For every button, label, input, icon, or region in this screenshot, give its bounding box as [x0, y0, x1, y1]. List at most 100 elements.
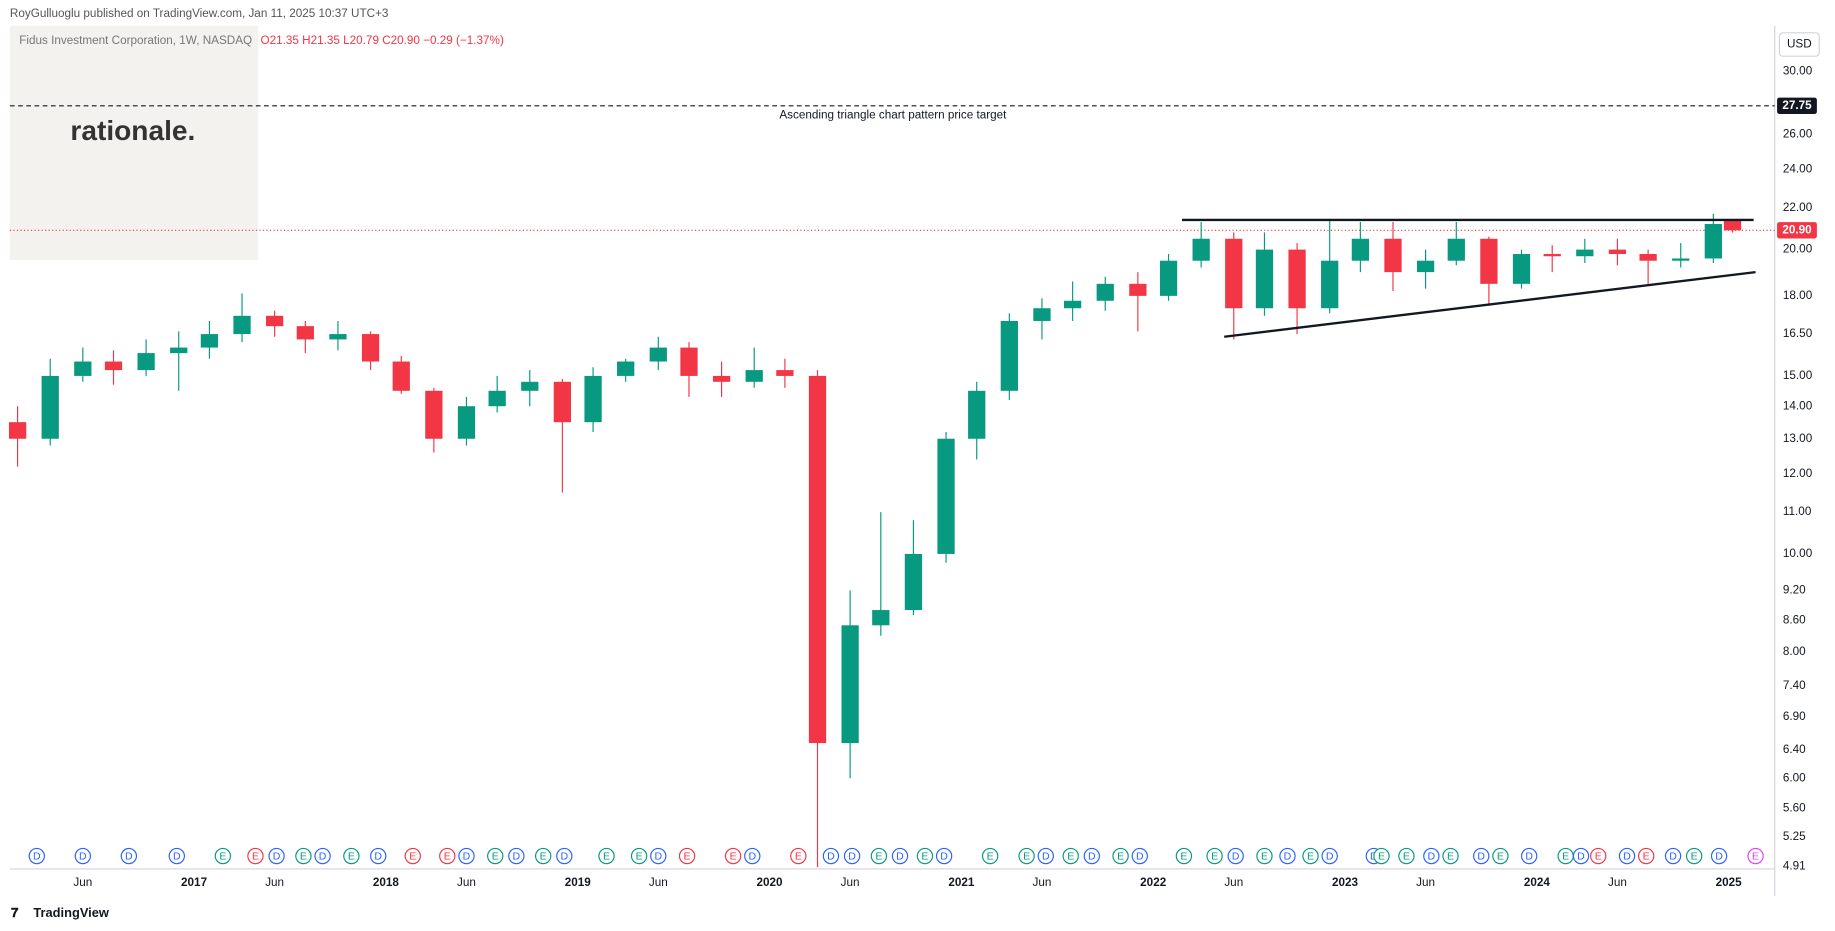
- candle-body: [1480, 238, 1498, 284]
- event-marker: [295, 847, 312, 865]
- target-tag: [1777, 97, 1817, 115]
- event-label: D: [513, 850, 521, 862]
- event-marker: [214, 847, 232, 865]
- event-marker: [1638, 847, 1655, 865]
- event-label: E: [1180, 850, 1187, 862]
- candle-body: [74, 361, 92, 376]
- y-tick-label: 26.00: [1783, 128, 1813, 141]
- candle-body: [808, 375, 827, 744]
- event-marker: [1492, 847, 1509, 865]
- y-tick-label: 18.00: [1783, 289, 1813, 302]
- event-label: D: [748, 850, 756, 862]
- candle-body: [521, 381, 539, 391]
- event-label: D: [463, 850, 471, 862]
- event-marker: [343, 847, 360, 865]
- candle-body: [1159, 260, 1178, 296]
- event-label: E: [1562, 850, 1569, 862]
- event-label: E: [492, 850, 499, 862]
- event-marker: [1018, 847, 1035, 865]
- event-label: D: [940, 850, 948, 862]
- event-marker: [1279, 847, 1296, 865]
- event-label: E: [1403, 850, 1410, 862]
- event-label: D: [560, 850, 568, 862]
- event-label: E: [348, 850, 355, 862]
- currency-button[interactable]: [1778, 32, 1820, 57]
- candle-body: [1384, 238, 1402, 273]
- event-label: D: [273, 850, 281, 862]
- event-marker: [1302, 847, 1319, 865]
- candle-body: [1351, 238, 1370, 261]
- event-label: E: [1211, 850, 1218, 862]
- event-marker: [1685, 847, 1703, 865]
- y-tick-label: 7.40: [1783, 679, 1806, 692]
- footer-logo: TradingView: [33, 905, 110, 920]
- event-marker: [1572, 847, 1590, 865]
- event-marker: [1175, 847, 1193, 865]
- event-label: D: [319, 850, 327, 862]
- event-label: E: [1378, 850, 1385, 862]
- publisher: RoyGulluoglu published on TradingView.co…: [10, 7, 389, 20]
- candle-body: [361, 334, 380, 362]
- event-marker: [598, 847, 615, 865]
- event-label: D: [1623, 850, 1631, 862]
- candle-body: [872, 610, 890, 626]
- event-label: E: [684, 850, 691, 862]
- x-tick-label: 2018: [373, 876, 400, 889]
- event-label: D: [173, 850, 181, 862]
- event-marker: [1083, 847, 1101, 865]
- x-tick-label: Jun: [1608, 876, 1627, 889]
- event-marker: [120, 847, 138, 865]
- event-label: E: [252, 850, 259, 862]
- event-marker: [535, 847, 552, 865]
- candle-body: [8, 422, 27, 439]
- x-tick-label: 2022: [1140, 876, 1167, 889]
- event-marker: [28, 847, 45, 865]
- y-tick-label: 4.91: [1783, 859, 1806, 872]
- y-tick-label: 15.00: [1783, 369, 1813, 382]
- candle-body: [617, 361, 635, 376]
- event-label: E: [875, 850, 882, 862]
- candle-body: [1512, 254, 1531, 284]
- event-label: D: [79, 850, 87, 862]
- event-label: E: [1307, 850, 1314, 862]
- candle-body: [457, 406, 476, 439]
- ohlc: O21.35 H21.35 L20.79 C20.90 −0.29 (−1.37…: [261, 34, 504, 47]
- x-tick-label: Jun: [649, 876, 668, 889]
- y-tick-label: 11.00: [1783, 505, 1812, 518]
- event-label: E: [1752, 850, 1759, 862]
- candle-body: [392, 361, 410, 391]
- candle-body: [1447, 238, 1465, 261]
- currency[interactable]: USD: [1787, 38, 1812, 51]
- event-marker: [744, 847, 761, 865]
- candle-body: [170, 347, 188, 354]
- candle-body: [1639, 254, 1657, 261]
- candle-body: [1064, 300, 1082, 309]
- event-label: E: [636, 850, 643, 862]
- x-tick-label: Jun: [1224, 876, 1243, 889]
- event-marker: [404, 847, 421, 865]
- candle-body: [1672, 258, 1690, 261]
- candle-body: [745, 370, 763, 382]
- y-tick-label: 6.90: [1783, 710, 1806, 723]
- event-label: E: [1447, 850, 1454, 862]
- event-marker: [916, 847, 934, 865]
- candle-body: [1608, 249, 1627, 255]
- y-tick-label: 14.00: [1783, 399, 1813, 412]
- event-marker: [790, 847, 807, 865]
- event-marker: [1664, 847, 1682, 865]
- event-label: E: [921, 850, 928, 862]
- event-marker: [1590, 847, 1607, 865]
- event-marker: [1131, 847, 1148, 865]
- event-label: D: [1715, 850, 1723, 862]
- event-marker: [1473, 847, 1490, 865]
- candle-body: [1192, 238, 1210, 261]
- candle-body: [41, 375, 59, 439]
- candle-body: [1288, 249, 1306, 309]
- symbol: Fidus Investment Corporation, 1W, NASDAQ: [19, 34, 252, 47]
- event-marker: [487, 847, 504, 865]
- event-marker: [168, 847, 186, 865]
- candle-body: [680, 347, 698, 376]
- event-label: E: [1691, 850, 1698, 862]
- event-label: D: [1284, 850, 1292, 862]
